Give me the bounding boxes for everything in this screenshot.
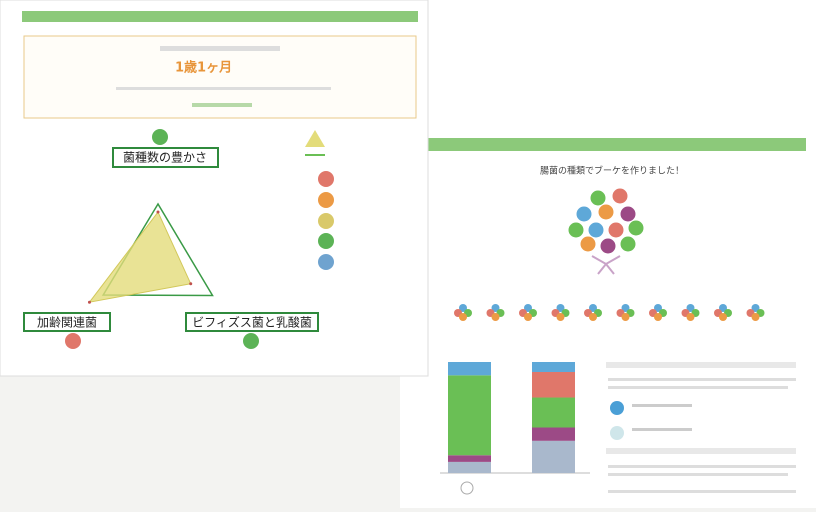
mini-flower	[752, 313, 760, 321]
bar-segment	[448, 462, 491, 473]
text-lines	[116, 87, 331, 90]
radar-point	[157, 211, 160, 214]
left-header-bar	[22, 11, 418, 22]
bouquet-flower	[588, 222, 604, 238]
mini-flower	[459, 313, 467, 321]
bouquet-flower	[608, 222, 624, 238]
bar-segment	[532, 427, 575, 440]
text-lines	[608, 386, 788, 389]
mini-flower	[589, 313, 597, 321]
axis-dot	[152, 129, 168, 145]
bouquet-flower	[628, 220, 644, 236]
age-highlight: 1歳1ヶ月	[175, 60, 232, 76]
text-lines	[608, 490, 796, 493]
right-title: 腸菌の種類でブーケを作りました！	[540, 165, 684, 177]
legend-dot	[318, 254, 334, 270]
bouquet-flower	[612, 188, 628, 204]
radar-label: 加齢関連菌	[37, 315, 97, 330]
bar-segment	[448, 362, 491, 375]
bouquet-flower	[576, 206, 592, 222]
text-lines	[632, 428, 692, 431]
mini-flower	[654, 313, 662, 321]
icon	[610, 426, 624, 440]
page: 腸菌の種類でブーケを作りました！ 1歳1ヶ月 菌種数の豊かさ 加齢関連菌 ビフィ…	[0, 0, 816, 508]
bouquet-flower	[600, 238, 616, 254]
bar-segment	[532, 441, 575, 473]
bouquet-flower	[580, 236, 596, 252]
text-lines	[160, 46, 280, 51]
radar-point	[189, 282, 192, 285]
axis-dot	[243, 333, 259, 349]
text-lines	[606, 448, 796, 454]
legend-dot	[318, 213, 334, 229]
legend-dot	[318, 171, 334, 187]
bar-segment	[532, 362, 575, 372]
text-lines	[606, 362, 796, 368]
radar-point	[88, 301, 91, 304]
radar-label: ビフィズス菌と乳酸菌	[192, 315, 312, 330]
mini-flower	[524, 313, 532, 321]
bar-segment	[532, 398, 575, 428]
mini-flower	[557, 313, 565, 321]
bouquet-flower	[590, 190, 606, 206]
legend-dot	[318, 192, 334, 208]
icon	[610, 401, 624, 415]
bouquet-flower	[620, 206, 636, 222]
legend-dot	[318, 233, 334, 249]
text-lines	[632, 404, 692, 407]
bouquet-flower	[568, 222, 584, 238]
link-text	[192, 103, 252, 107]
mini-flower	[622, 313, 630, 321]
text-lines	[608, 465, 796, 468]
right-header-bar	[428, 138, 806, 151]
bar-segment	[448, 375, 491, 455]
axis-dot	[65, 333, 81, 349]
mini-flower	[719, 313, 727, 321]
mini-flower	[492, 313, 500, 321]
bar-segment	[532, 372, 575, 398]
bouquet-flower	[598, 204, 614, 220]
radar-label: 菌種数の豊かさ	[123, 150, 207, 165]
text-lines	[608, 378, 796, 381]
mini-flower	[687, 313, 695, 321]
bouquet-flower	[620, 236, 636, 252]
text-lines	[608, 473, 788, 476]
bar-segment	[448, 455, 491, 462]
